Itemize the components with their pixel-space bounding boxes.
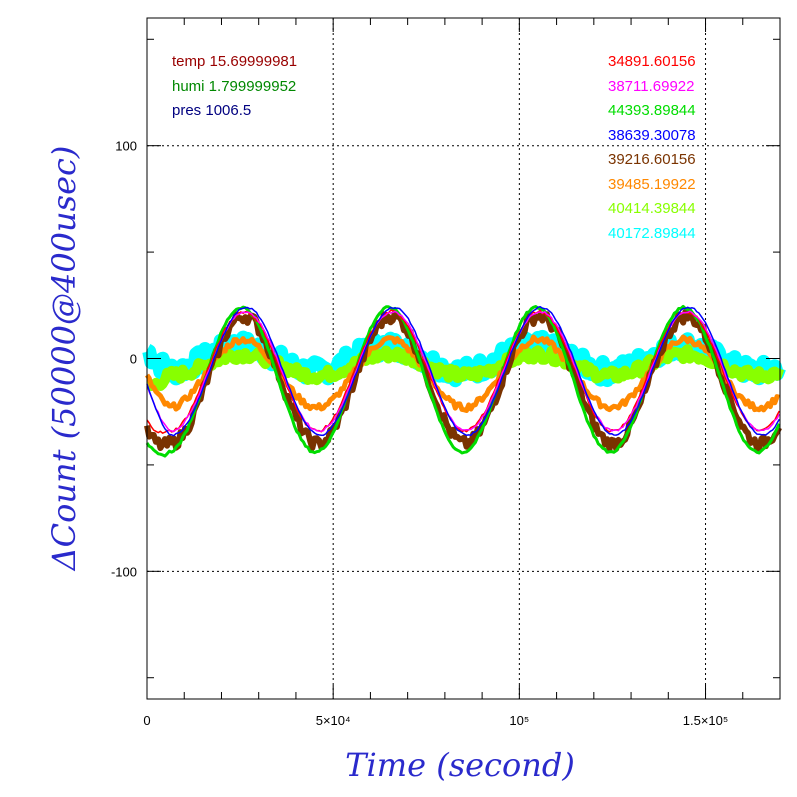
legend-series-6: 39485.19922	[608, 176, 696, 193]
y-tick-label: 100	[115, 139, 137, 154]
series-line-2	[146, 310, 780, 433]
ticks	[146, 18, 781, 699]
series-line-4	[146, 305, 780, 437]
legend-series-2: 38711.69922	[608, 78, 694, 95]
series-line-7	[144, 344, 785, 391]
y-axis-title: ΔCount (50000@400usec)	[45, 146, 83, 573]
x-tick-label: 0	[143, 713, 150, 728]
y-tick-label: 0	[130, 352, 137, 367]
series-legend: 34891.60156 38711.69922 44393.89844 3863…	[608, 53, 696, 242]
legend-series-7: 40414.39844	[608, 200, 696, 217]
legend-series-3: 44393.89844	[608, 102, 696, 119]
env-legend-humi: humi 1.799999952	[172, 78, 296, 95]
series-line-6	[144, 334, 780, 413]
series-layer	[142, 304, 786, 458]
env-legend-pres: pres 1006.5	[172, 102, 251, 119]
env-legend: temp 15.69999981 humi 1.799999952 pres 1…	[172, 53, 297, 119]
x-tick-label: 10⁵	[509, 713, 529, 728]
tick-labels: 0 5×10⁴ 10⁵ 1.5×10⁵ 100 0 -100	[111, 139, 728, 728]
x-tick-label: 1.5×10⁵	[683, 713, 729, 728]
x-axis-title: Time (second)	[345, 746, 575, 784]
x-tick-label: 5×10⁴	[316, 713, 351, 728]
legend-series-4: 38639.30078	[608, 127, 696, 144]
legend-series-1: 34891.60156	[608, 53, 696, 70]
legend-series-8: 40172.89844	[608, 225, 696, 242]
legend-series-5: 39216.60156	[608, 151, 696, 168]
env-legend-temp: temp 15.69999981	[172, 53, 297, 70]
y-tick-label: -100	[111, 564, 137, 579]
